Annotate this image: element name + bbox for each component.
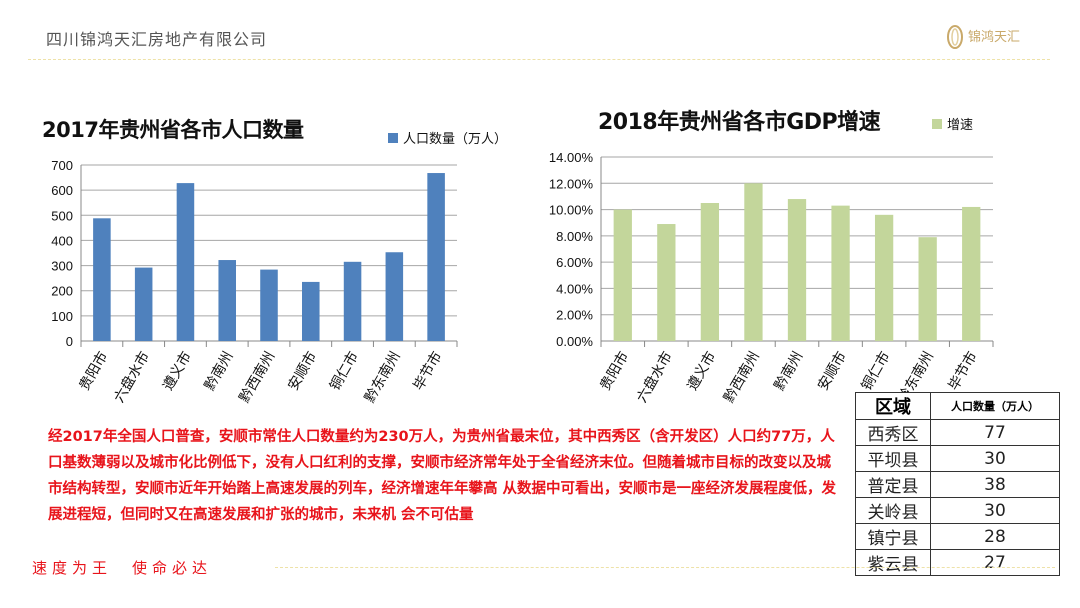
gdp-chart-title: 2018年贵州省各市GDP增速 bbox=[598, 110, 881, 135]
x-category-label: 六盘水市 bbox=[110, 349, 152, 405]
x-category-label: 安顺市 bbox=[285, 349, 320, 393]
bar bbox=[134, 267, 153, 341]
legend-swatch bbox=[932, 118, 942, 129]
y-tick-label: 2.00% bbox=[556, 308, 593, 323]
x-category-label: 贵阳市 bbox=[597, 349, 632, 393]
region-cell: 关岭县 bbox=[855, 497, 931, 524]
bar bbox=[918, 237, 937, 341]
y-tick-label: 600 bbox=[51, 183, 73, 198]
y-tick-label: 6.00% bbox=[556, 255, 593, 270]
x-category-label: 遵义市 bbox=[684, 349, 719, 393]
population-chart: 0 100 200 300 400 500 600 700 贵阳市 六盘水市 遵义市 黔南州 黔西南州安… bbox=[51, 158, 458, 405]
table-row: 普定县 38 bbox=[855, 471, 1060, 498]
bar bbox=[700, 203, 720, 341]
x-category-label: 遵义市 bbox=[159, 349, 194, 393]
company-logo: 锦鸿天汇 bbox=[947, 25, 1020, 49]
bar bbox=[874, 214, 894, 341]
y-tick-label: 8.00% bbox=[556, 229, 593, 244]
population-cell: 30 bbox=[930, 445, 1060, 472]
x-category-label: 六盘水市 bbox=[633, 349, 675, 405]
table-row: 紫云县 27 bbox=[855, 549, 1060, 576]
region-cell: 紫云县 bbox=[855, 549, 931, 576]
bar bbox=[657, 224, 676, 341]
bar bbox=[176, 183, 195, 341]
bar bbox=[218, 260, 236, 341]
x-category-label: 铜仁市 bbox=[858, 349, 893, 393]
svg-text:锦鸿天汇: 锦鸿天汇 bbox=[968, 29, 1020, 44]
x-category-label: 贵阳市 bbox=[76, 349, 111, 393]
y-tick-label: 0.00% bbox=[556, 334, 593, 349]
legend-label: 人口数量（万人） bbox=[403, 132, 508, 147]
region-cell: 平坝县 bbox=[855, 445, 931, 472]
y-tick-label: 200 bbox=[51, 284, 73, 299]
region-cell: 西秀区 bbox=[855, 419, 931, 446]
population-legend: 人口数量（万人） bbox=[388, 128, 507, 147]
bar bbox=[385, 252, 404, 341]
analysis-paragraph: 经2017年全国人口普查，安顺市常住人口数量约为230万人，为贵州省最末位，其中… bbox=[48, 429, 837, 523]
x-category-label: 安顺市 bbox=[814, 349, 849, 393]
bar bbox=[343, 261, 362, 341]
gdp-legend: 增速 bbox=[932, 114, 973, 133]
x-category-label: 黔西南州 bbox=[720, 349, 762, 405]
slogan: 速度为王 使命必达 bbox=[32, 559, 213, 577]
x-category-label: 铜仁市 bbox=[326, 349, 361, 393]
x-category-label: 毕节市 bbox=[945, 349, 980, 393]
y-tick-label: 4.00% bbox=[556, 281, 593, 296]
population-cell: 30 bbox=[930, 497, 1060, 524]
company-name: 四川锦鸿天汇房地产有限公司 bbox=[46, 30, 268, 49]
x-category-label: 黔南州 bbox=[201, 349, 236, 393]
y-tick-label: 400 bbox=[51, 233, 73, 248]
x-category-label: 黔南州 bbox=[771, 349, 806, 393]
bar bbox=[787, 199, 807, 341]
footer-divider bbox=[275, 567, 1055, 568]
bar bbox=[962, 206, 981, 341]
population-cell: 28 bbox=[930, 523, 1060, 550]
legend-swatch bbox=[388, 132, 398, 143]
bar bbox=[613, 209, 632, 341]
population-cell: 27 bbox=[930, 549, 1060, 576]
bar bbox=[427, 173, 445, 341]
bar bbox=[302, 281, 320, 341]
bar bbox=[831, 205, 850, 341]
y-tick-label: 12.00% bbox=[549, 176, 594, 191]
y-tick-label: 100 bbox=[51, 309, 73, 324]
gdp-chart: 0.00% 2.00% 4.00% 6.00% 8.00% 10.00% 12.00% 14.… bbox=[549, 150, 994, 405]
table-row: 镇宁县 28 bbox=[855, 523, 1060, 550]
table-row: 关岭县 30 bbox=[855, 497, 1060, 524]
region-cell: 镇宁县 bbox=[855, 523, 931, 550]
x-category-label: 黔东南州 bbox=[361, 349, 403, 405]
table-row: 平坝县 30 bbox=[855, 445, 1060, 472]
legend-label: 增速 bbox=[947, 118, 974, 133]
y-tick-label: 14.00% bbox=[549, 150, 594, 165]
header-region: 区域 bbox=[855, 392, 931, 420]
region-cell: 普定县 bbox=[855, 471, 931, 498]
y-tick-label: 0 bbox=[66, 334, 73, 349]
x-category-label: 毕节市 bbox=[410, 349, 445, 393]
population-cell: 38 bbox=[930, 471, 1060, 498]
bar bbox=[93, 218, 111, 341]
x-category-label: 黔西南州 bbox=[236, 349, 278, 405]
population-cell: 77 bbox=[930, 419, 1060, 446]
table-header-row: 区域 人口数量（万人） bbox=[855, 392, 1060, 420]
bar bbox=[744, 183, 763, 341]
bar bbox=[260, 269, 278, 341]
header-divider bbox=[28, 59, 1050, 60]
y-tick-label: 500 bbox=[51, 208, 73, 223]
y-tick-label: 700 bbox=[51, 158, 73, 173]
population-chart-title: 2017年贵州省各市人口数量 bbox=[42, 118, 304, 142]
y-tick-label: 300 bbox=[51, 259, 73, 274]
y-tick-label: 10.00% bbox=[549, 203, 594, 218]
header-population: 人口数量（万人） bbox=[930, 392, 1060, 420]
table-row: 西秀区 77 bbox=[855, 419, 1060, 446]
district-population-table: 区域 人口数量（万人） 西秀区 77 平坝县 30 普定县 38 关岭县 30 镇宁县 28 紫云县… bbox=[855, 392, 1060, 576]
